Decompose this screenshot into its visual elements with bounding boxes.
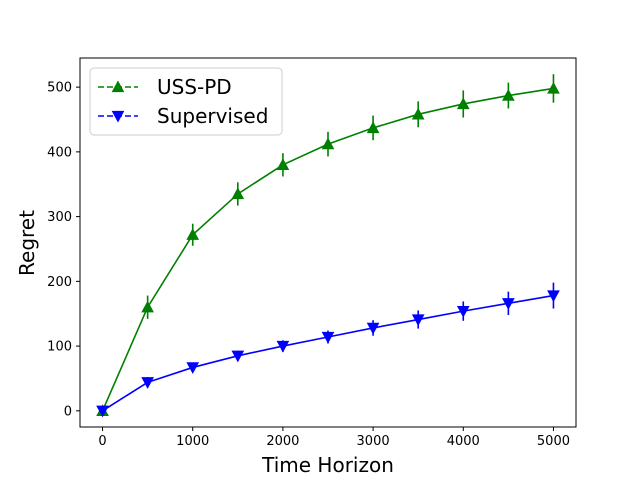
- x-tick-label: 2000: [266, 434, 299, 449]
- y-tick-label: 300: [47, 210, 72, 225]
- axes-frame: [79, 57, 577, 428]
- data-point: [547, 81, 560, 94]
- data-point: [141, 377, 154, 389]
- legend-label: USS-PD: [157, 75, 232, 99]
- legend-marker: [111, 80, 125, 93]
- legend: USS-PD Supervised: [89, 67, 283, 136]
- data-point: [96, 405, 109, 418]
- data-point: [411, 314, 425, 327]
- data-point: [186, 228, 200, 240]
- data-point: [231, 187, 245, 200]
- data-point: [366, 322, 380, 335]
- data-point: [456, 97, 470, 110]
- axis-ticks: 0 1000 2000 3000 4000 5000 0 100 200 300 400 500: [47, 81, 570, 449]
- data-point: [231, 350, 245, 363]
- data-point: [141, 300, 154, 313]
- x-tick-label: 4000: [447, 434, 480, 449]
- data-point: [502, 88, 515, 101]
- x-tick-label: 5000: [537, 434, 570, 449]
- plot-area: [96, 74, 560, 418]
- x-tick-label: 0: [98, 434, 106, 449]
- data-point: [456, 305, 470, 318]
- series-line: [102, 294, 554, 412]
- data-point: [321, 137, 335, 150]
- data-point: [411, 107, 425, 120]
- y-tick-label: 0: [64, 404, 72, 419]
- x-tick-label: 1000: [176, 434, 209, 449]
- data-point: [276, 340, 290, 353]
- data-point: [366, 121, 380, 134]
- data-point: [186, 362, 200, 374]
- y-tick-label: 500: [47, 81, 72, 96]
- data-point: [321, 331, 335, 344]
- data-point: [502, 298, 515, 310]
- series-1: [96, 282, 560, 418]
- x-axis-label: Time Horizon: [261, 453, 394, 477]
- x-tick-label: 3000: [357, 434, 390, 449]
- data-point: [547, 290, 560, 303]
- data-point: [276, 158, 290, 170]
- y-tick-label: 400: [47, 145, 72, 160]
- legend-marker: [111, 110, 125, 123]
- y-axis-label: Regret: [15, 210, 39, 276]
- legend-label: Supervised: [157, 104, 268, 128]
- legend-box: [89, 67, 283, 136]
- y-tick-label: 100: [47, 340, 72, 355]
- y-tick-label: 200: [47, 275, 72, 290]
